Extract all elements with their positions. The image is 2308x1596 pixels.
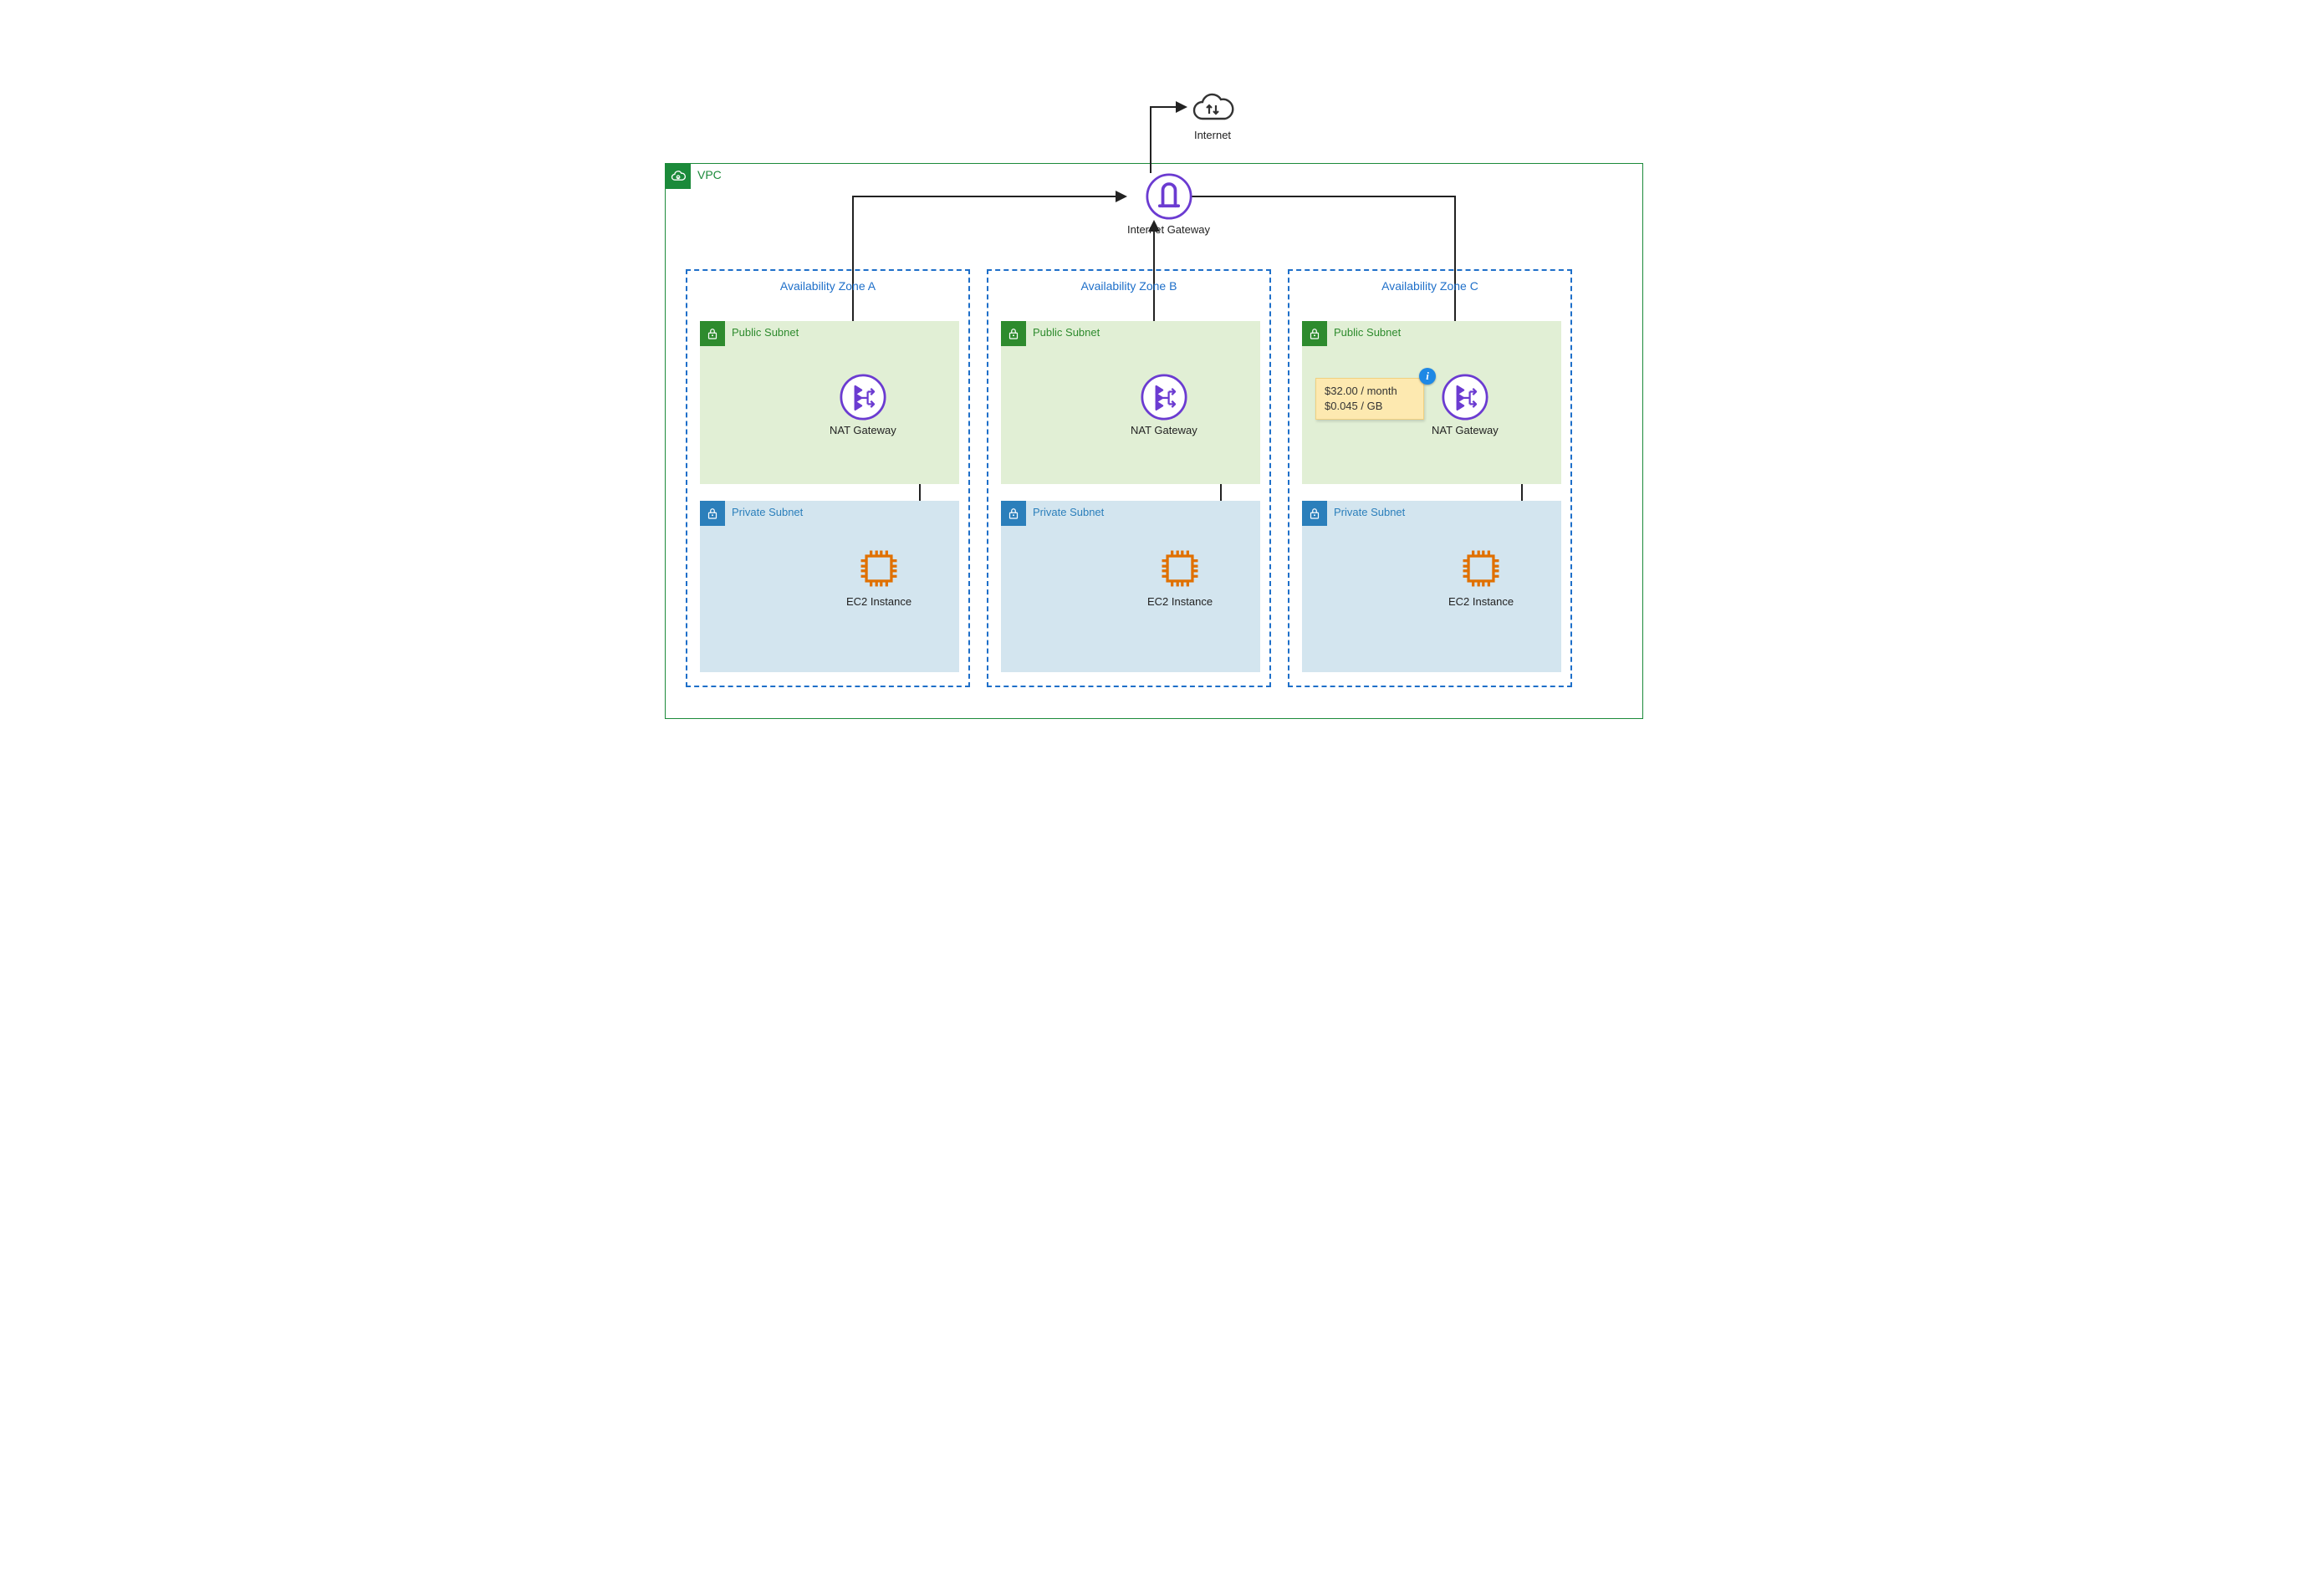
vpc-cloud-icon (666, 164, 691, 189)
internet-label: Internet (1194, 129, 1231, 141)
availability-zone-label-0: Availability Zone A (687, 279, 968, 293)
info-icon[interactable]: i (1419, 368, 1436, 385)
lock-icon (700, 321, 725, 346)
private-subnet-0: Private Subnet (700, 501, 959, 672)
nat-gateway-2: NAT Gateway (1432, 374, 1499, 436)
internet-gateway-label: Internet Gateway (1127, 223, 1210, 236)
lock-icon (1001, 321, 1026, 346)
nat-gateway-1: NAT Gateway (1131, 374, 1197, 436)
lock-icon (700, 501, 725, 526)
nat-gateway-label-1: NAT Gateway (1131, 424, 1197, 436)
nat-gateway-0: NAT Gateway (830, 374, 896, 436)
availability-zone-0: Availability Zone A Public Subnet Private … (686, 269, 970, 687)
availability-zone-2: Availability Zone C Public Subnet Private … (1288, 269, 1572, 687)
lock-icon (1302, 501, 1327, 526)
public-subnet-label-0: Public Subnet (732, 326, 799, 339)
private-subnet-label-0: Private Subnet (732, 506, 803, 518)
price-monthly: $32.00 / month (1325, 384, 1415, 399)
private-subnet-1: Private Subnet (1001, 501, 1260, 672)
availability-zone-1: Availability Zone B Public Subnet Private … (987, 269, 1271, 687)
public-subnet-label-2: Public Subnet (1334, 326, 1401, 339)
ec2-instance-label-0: EC2 Instance (846, 595, 911, 608)
ec2-instance-0: EC2 Instance (846, 545, 911, 608)
private-subnet-label-2: Private Subnet (1334, 506, 1405, 518)
internet-gateway: Internet Gateway (1127, 173, 1210, 236)
diagram-canvas: VPC Availability Zone A Public Subnet Priva… (577, 0, 1731, 798)
public-subnet-label-1: Public Subnet (1033, 326, 1100, 339)
lock-icon (1302, 321, 1327, 346)
vpc-label: VPC (697, 168, 722, 181)
nat-gateway-label-0: NAT Gateway (830, 424, 896, 436)
lock-icon (1001, 501, 1026, 526)
internet-cloud: Internet (1187, 89, 1238, 141)
price-note: $32.00 / month$0.045 / GB (1315, 378, 1424, 420)
private-subnet-label-1: Private Subnet (1033, 506, 1104, 518)
ec2-instance-2: EC2 Instance (1448, 545, 1514, 608)
availability-zone-label-1: Availability Zone B (988, 279, 1269, 293)
ec2-instance-label-1: EC2 Instance (1147, 595, 1213, 608)
ec2-instance-label-2: EC2 Instance (1448, 595, 1514, 608)
availability-zone-label-2: Availability Zone C (1289, 279, 1570, 293)
nat-gateway-label-2: NAT Gateway (1432, 424, 1499, 436)
ec2-instance-1: EC2 Instance (1147, 545, 1213, 608)
price-per-gb: $0.045 / GB (1325, 399, 1415, 414)
private-subnet-2: Private Subnet (1302, 501, 1561, 672)
